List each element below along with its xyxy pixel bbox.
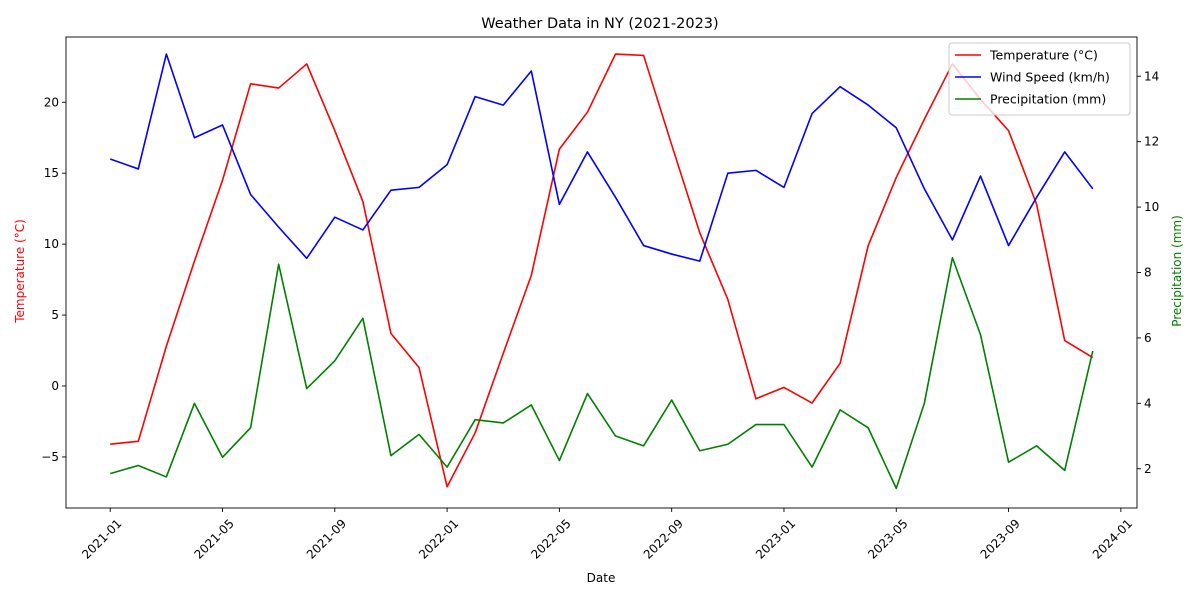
x-tick-label: 2022-05 xyxy=(528,516,573,561)
series-line-3 xyxy=(109,256,1094,490)
legend: Temperature (°C) Wind Speed (km/h) Precipi… xyxy=(948,42,1131,116)
x-tick-label: 2023-09 xyxy=(978,516,1023,561)
x-tick-label: 2022-09 xyxy=(641,516,686,561)
plot-area xyxy=(109,53,1094,490)
right-y-tick-label: 10 xyxy=(1144,200,1159,214)
left-y-tick-label: 20 xyxy=(44,95,59,109)
x-tick-label: 2021-01 xyxy=(79,516,124,561)
x-axis-title: Date xyxy=(587,571,616,585)
right-y-tick-label: 12 xyxy=(1144,135,1159,149)
series-line-2 xyxy=(109,53,1094,262)
axes: 2021-01 2021-05 2021-09 2022-01 2022-05 2022-… xyxy=(41,36,1159,562)
left-y-tick-label: 15 xyxy=(44,166,59,180)
legend-label-2: Wind Speed (km/h) xyxy=(990,70,1110,85)
x-tick-label: 2024-01 xyxy=(1090,516,1135,561)
x-tick-label: 2023-01 xyxy=(753,516,798,561)
x-tick-label: 2023-05 xyxy=(865,516,910,561)
right-y-tick-label: 8 xyxy=(1144,266,1152,280)
series-line-1 xyxy=(110,53,1094,488)
left-y-tick-label: 0 xyxy=(51,379,59,393)
left-y-tick-label: 10 xyxy=(44,237,59,251)
x-tick-label: 2021-05 xyxy=(191,516,236,561)
right-y-axis-title: Precipitation (mm) xyxy=(1170,215,1184,327)
x-tick-label: 2022-01 xyxy=(416,516,461,561)
legend-label-1: Temperature (°C) xyxy=(989,48,1098,63)
left-y-axis-title: Temperature (°C) xyxy=(13,219,27,324)
right-y-tick-label: 14 xyxy=(1144,69,1159,83)
left-y-tick-label: 5 xyxy=(51,308,59,322)
legend-box xyxy=(948,42,1131,116)
x-tick-label: 2021-09 xyxy=(304,516,349,561)
right-y-tick-label: 2 xyxy=(1144,462,1152,476)
chart-title: Weather Data in NY (2021-2023) xyxy=(481,16,718,32)
right-y-tick-label: 4 xyxy=(1144,396,1152,410)
legend-label-3: Precipitation (mm) xyxy=(990,92,1106,107)
right-y-tick-label: 6 xyxy=(1144,331,1152,345)
left-y-tick-label: −5 xyxy=(41,450,59,464)
